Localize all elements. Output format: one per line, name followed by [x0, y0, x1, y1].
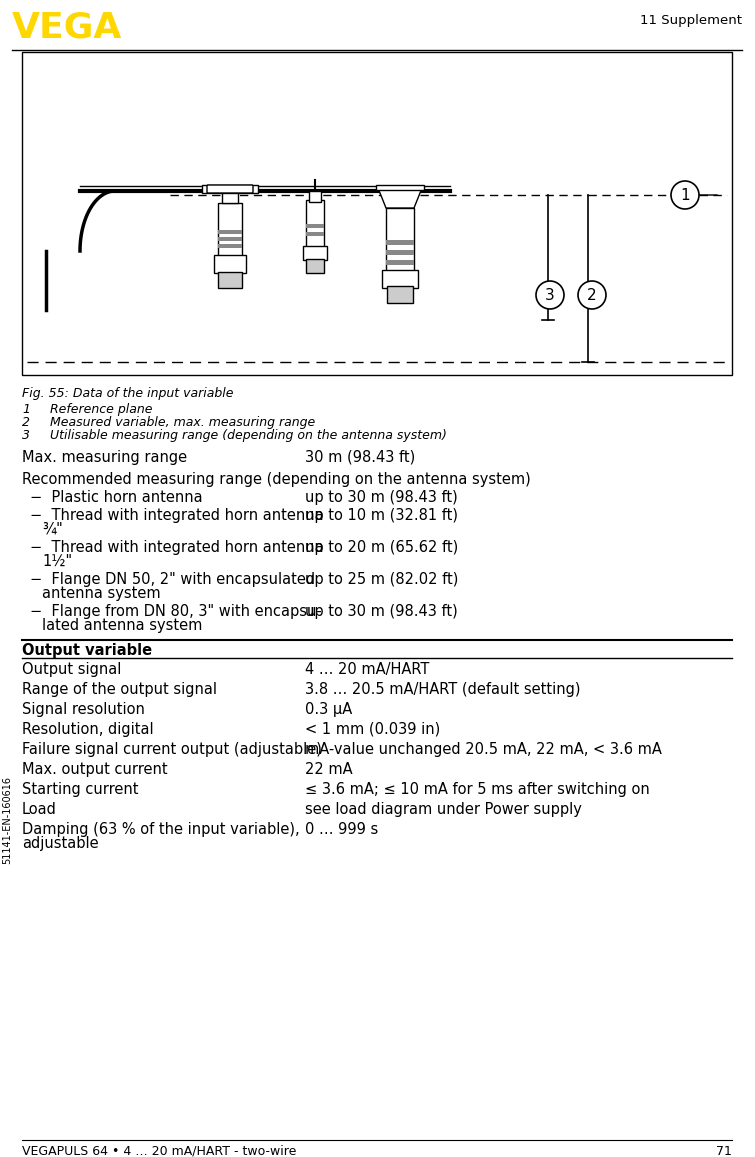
Bar: [309, 191, 321, 202]
Bar: [306, 200, 324, 248]
Text: Reference plane: Reference plane: [50, 403, 153, 417]
Text: 0.3 μA: 0.3 μA: [305, 702, 353, 717]
Text: 3: 3: [22, 429, 30, 442]
Text: 2: 2: [587, 287, 596, 302]
Text: 11 Supplement: 11 Supplement: [640, 14, 742, 27]
Text: Starting current: Starting current: [22, 782, 138, 797]
Text: 4 … 20 mA/HART: 4 … 20 mA/HART: [305, 662, 430, 677]
Text: Fig. 55: Data of the input variable: Fig. 55: Data of the input variable: [22, 386, 233, 400]
Text: up to 20 m (65.62 ft): up to 20 m (65.62 ft): [305, 540, 458, 555]
Bar: [386, 250, 414, 255]
Text: VEGAPULS 64 • 4 … 20 mA/HART - two-wire: VEGAPULS 64 • 4 … 20 mA/HART - two-wire: [22, 1145, 297, 1157]
Bar: [386, 260, 414, 265]
Text: 1: 1: [22, 403, 30, 417]
Text: 0 … 999 s: 0 … 999 s: [305, 821, 378, 837]
Text: Recommended measuring range (depending on the antenna system): Recommended measuring range (depending o…: [22, 472, 531, 487]
Text: 71: 71: [716, 1145, 732, 1157]
Bar: [306, 259, 324, 273]
Bar: [218, 230, 242, 234]
Bar: [382, 270, 418, 288]
Text: Signal resolution: Signal resolution: [22, 702, 145, 717]
Text: ≤ 3.6 mA; ≤ 10 mA for 5 ms after switching on: ≤ 3.6 mA; ≤ 10 mA for 5 ms after switchi…: [305, 782, 650, 797]
Text: −  Flange from DN 80, 3" with encapsu-: − Flange from DN 80, 3" with encapsu-: [30, 604, 322, 619]
FancyBboxPatch shape: [207, 185, 253, 193]
Bar: [22, 52, 732, 375]
Text: Measured variable, max. measuring range: Measured variable, max. measuring range: [50, 417, 316, 429]
Bar: [303, 246, 327, 260]
Text: Resolution, digital: Resolution, digital: [22, 722, 153, 737]
Bar: [218, 244, 242, 248]
Text: 2: 2: [22, 417, 30, 429]
Text: 3.8 … 20.5 mA/HART (default setting): 3.8 … 20.5 mA/HART (default setting): [305, 681, 581, 697]
Circle shape: [671, 180, 699, 209]
Bar: [386, 208, 414, 273]
Text: < 1 mm (0.039 in): < 1 mm (0.039 in): [305, 722, 440, 737]
Text: up to 30 m (98.43 ft): up to 30 m (98.43 ft): [305, 604, 458, 619]
Text: 51141-EN-160616: 51141-EN-160616: [2, 776, 12, 864]
Text: Max. output current: Max. output current: [22, 762, 168, 778]
Text: Output variable: Output variable: [22, 643, 152, 658]
Text: 3: 3: [545, 287, 555, 302]
Bar: [218, 202, 242, 258]
Text: ¾": ¾": [42, 522, 63, 537]
Text: up to 25 m (82.02 ft): up to 25 m (82.02 ft): [305, 572, 458, 587]
Text: 1: 1: [680, 187, 690, 202]
Text: Range of the output signal: Range of the output signal: [22, 681, 217, 697]
Bar: [214, 255, 246, 273]
Text: Damping (63 % of the input variable),: Damping (63 % of the input variable),: [22, 821, 300, 837]
Bar: [218, 272, 242, 288]
Bar: [376, 185, 424, 190]
Bar: [218, 237, 242, 241]
Text: Max. measuring range: Max. measuring range: [22, 450, 187, 465]
Text: Load: Load: [22, 802, 57, 817]
Text: 22 mA: 22 mA: [305, 762, 353, 778]
Bar: [387, 286, 413, 303]
Text: up to 30 m (98.43 ft): up to 30 m (98.43 ft): [305, 491, 458, 504]
Text: VEGA: VEGA: [12, 10, 122, 44]
Text: Utilisable measuring range (depending on the antenna system): Utilisable measuring range (depending on…: [50, 429, 447, 442]
Text: see load diagram under Power supply: see load diagram under Power supply: [305, 802, 582, 817]
Text: −  Thread with integrated horn antenna: − Thread with integrated horn antenna: [30, 508, 324, 523]
Text: −  Thread with integrated horn antenna: − Thread with integrated horn antenna: [30, 540, 324, 555]
Text: adjustable: adjustable: [22, 837, 99, 852]
Text: 1½": 1½": [42, 554, 72, 569]
Text: Failure signal current output (adjustable): Failure signal current output (adjustabl…: [22, 742, 322, 757]
Circle shape: [536, 281, 564, 309]
Bar: [386, 239, 414, 245]
Text: lated antenna system: lated antenna system: [42, 618, 202, 633]
Bar: [306, 224, 324, 228]
Text: Output signal: Output signal: [22, 662, 122, 677]
Bar: [306, 233, 324, 236]
Bar: [222, 191, 238, 202]
Text: mA-value unchanged 20.5 mA, 22 mA, < 3.6 mA: mA-value unchanged 20.5 mA, 22 mA, < 3.6…: [305, 742, 662, 757]
Text: antenna system: antenna system: [42, 585, 161, 600]
Polygon shape: [378, 187, 422, 208]
Text: −  Plastic horn antenna: − Plastic horn antenna: [30, 491, 202, 504]
Text: up to 10 m (32.81 ft): up to 10 m (32.81 ft): [305, 508, 458, 523]
Bar: [202, 185, 258, 193]
Circle shape: [578, 281, 606, 309]
Text: 30 m (98.43 ft): 30 m (98.43 ft): [305, 450, 415, 465]
Text: −  Flange DN 50, 2" with encapsulated: − Flange DN 50, 2" with encapsulated: [30, 572, 315, 587]
